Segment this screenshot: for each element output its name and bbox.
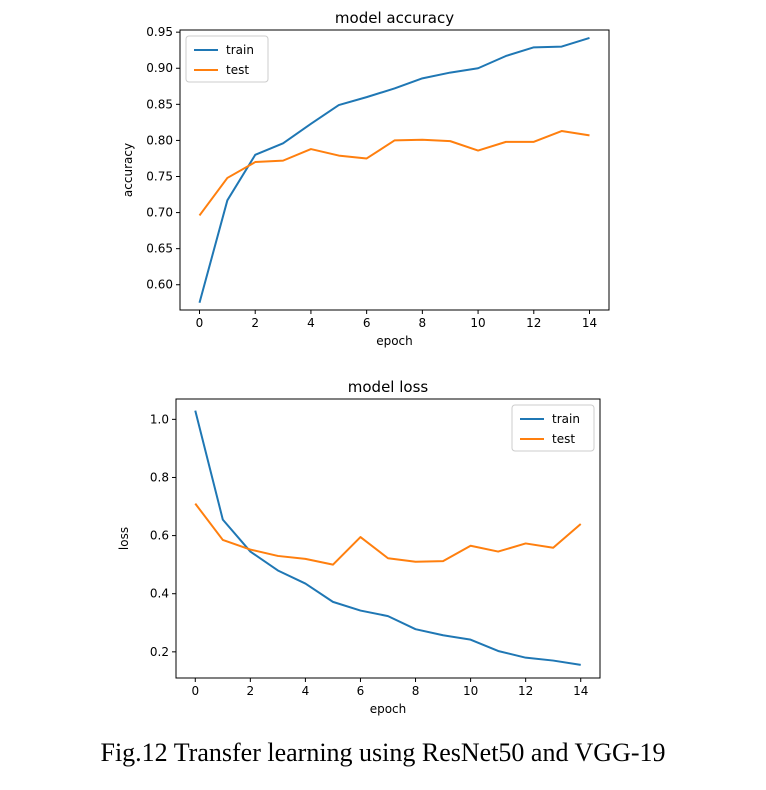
x-axis-label: epoch [370, 702, 407, 716]
y-tick-label: 0.95 [146, 25, 173, 39]
plot-frame [179, 29, 610, 311]
series-line-test [194, 503, 582, 566]
x-axis-label: epoch [376, 334, 413, 348]
y-tick-label: 0.4 [150, 587, 169, 601]
y-tick-label: 0.85 [146, 97, 173, 111]
x-tick-label: 0 [196, 316, 204, 330]
x-tick-label: 2 [251, 316, 259, 330]
x-tick-label: 14 [582, 316, 597, 330]
legend-label-test: test [226, 63, 249, 77]
x-tick-label: 10 [463, 684, 478, 698]
legend-label-train: train [552, 412, 580, 426]
y-tick-label: 0.75 [146, 169, 173, 183]
legend-label-test: test [552, 432, 575, 446]
y-tick-label: 0.70 [146, 206, 173, 220]
x-tick-label: 4 [302, 684, 310, 698]
y-tick-label: 0.60 [146, 278, 173, 292]
legend: train test [185, 35, 269, 83]
x-tick-label: 6 [357, 684, 365, 698]
figure-caption: Fig.12 Transfer learning using ResNet50 … [100, 738, 666, 767]
y-tick-label: 1.0 [150, 412, 169, 426]
y-tick-label: 0.80 [146, 133, 173, 147]
series-line-train [194, 410, 581, 666]
x-tick-label: 8 [419, 316, 427, 330]
x-tick-label: 6 [363, 316, 371, 330]
y-tick-label: 0.6 [150, 529, 169, 543]
loss-chart: model loss 0 2 4 6 8 10 12 14 0.2 0.4 0.6 0.8 1.0 epoc… [117, 378, 601, 716]
plot-frame [175, 398, 601, 679]
x-tick-label: 14 [573, 684, 588, 698]
x-tick-label: 0 [191, 684, 199, 698]
x-tick-label: 2 [247, 684, 255, 698]
x-tick-label: 4 [307, 316, 315, 330]
chart-title: model accuracy [335, 9, 454, 27]
x-tick-label: 12 [518, 684, 533, 698]
y-axis-label: loss [117, 527, 131, 550]
series-line-train [198, 36, 590, 304]
y-tick-label: 0.8 [150, 470, 169, 484]
series-line-test [198, 130, 590, 217]
legend-label-train: train [226, 43, 254, 57]
accuracy-chart: model accuracy 0 2 4 6 8 10 12 14 0.60 0.65 0.70 0.7… [121, 9, 610, 348]
x-tick-label: 10 [470, 316, 485, 330]
y-tick-label: 0.2 [150, 645, 169, 659]
y-axis-label: accuracy [121, 143, 135, 197]
x-tick-label: 12 [526, 316, 541, 330]
x-tick-label: 8 [412, 684, 420, 698]
legend: train test [511, 404, 595, 452]
chart-title: model loss [348, 378, 429, 396]
y-tick-label: 0.65 [146, 242, 173, 256]
y-tick-label: 0.90 [146, 61, 173, 75]
